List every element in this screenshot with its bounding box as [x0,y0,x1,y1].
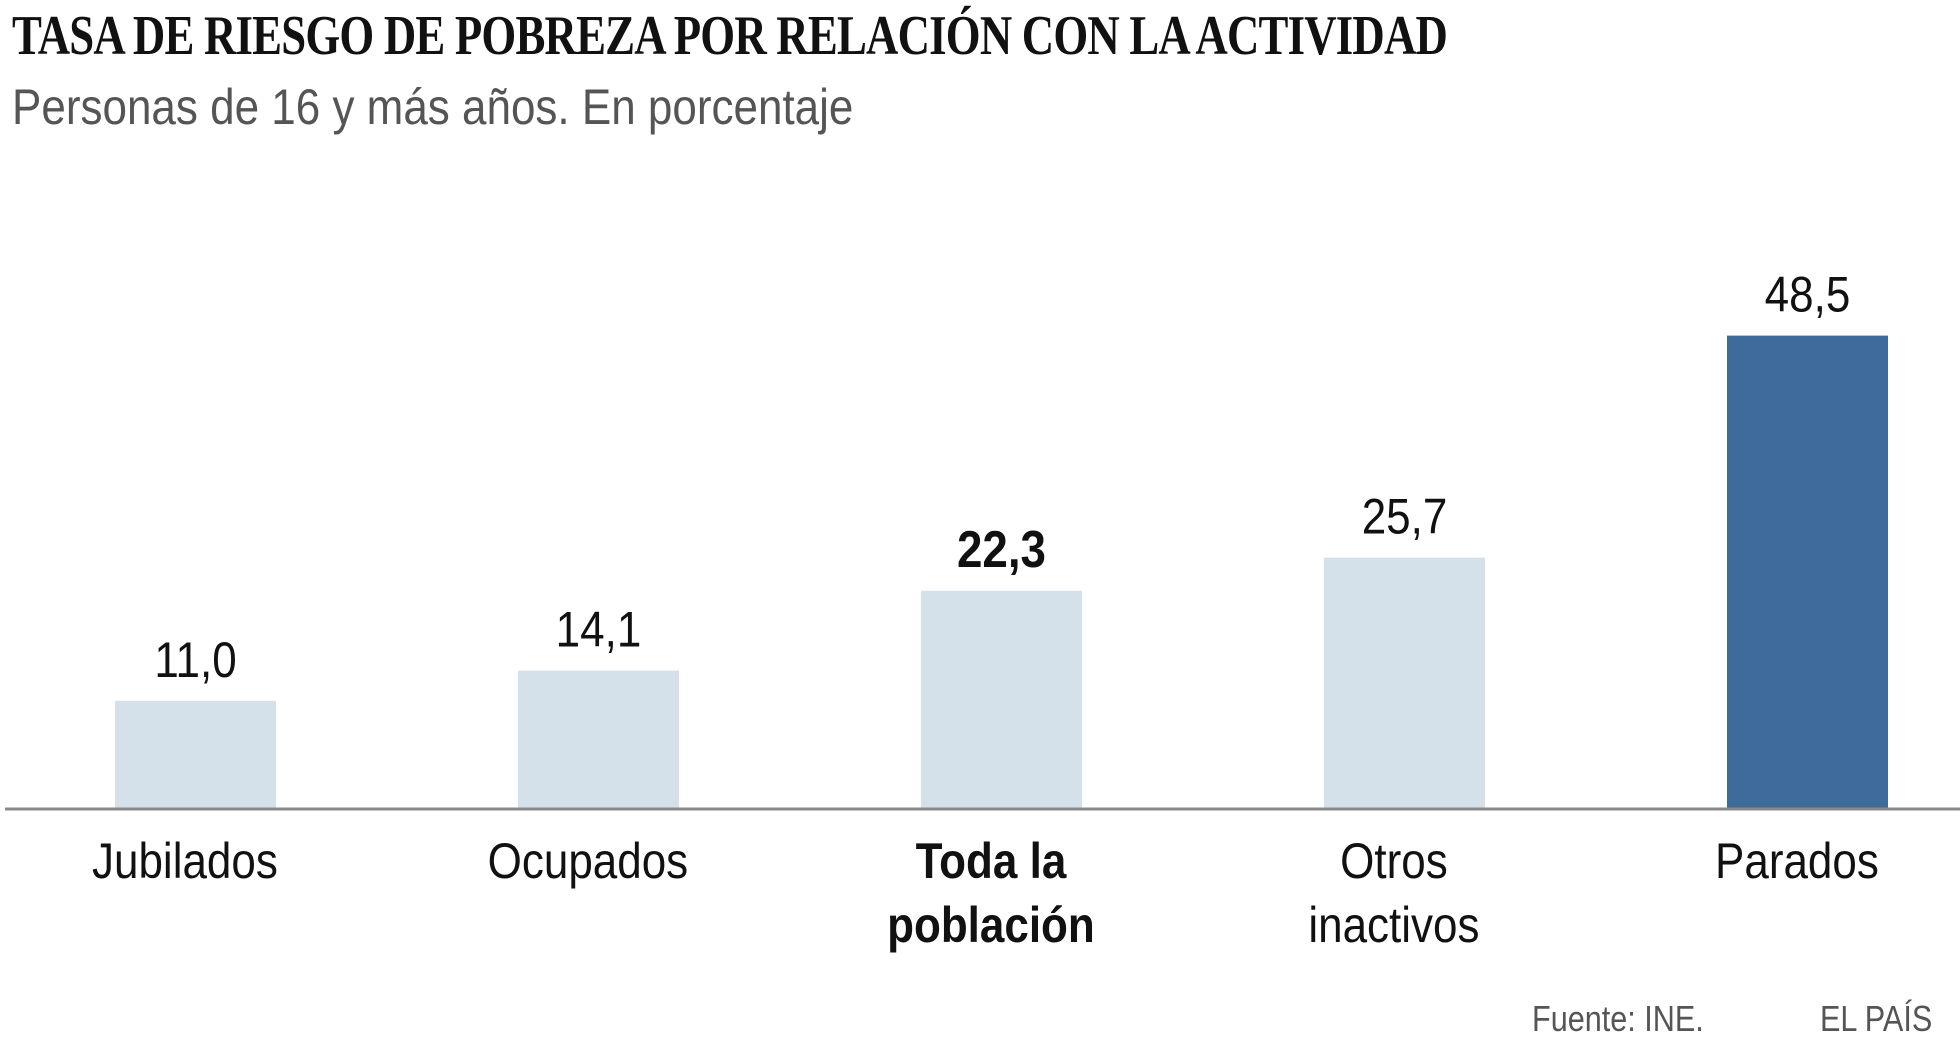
bar [115,700,276,808]
category-label: Toda la [916,832,1067,888]
value-label: 14,1 [556,601,642,657]
bar [1324,557,1485,808]
chart-subtitle: Personas de 16 y más años. En porcentaje [12,79,854,135]
value-label: 11,0 [154,631,236,687]
chart-title: TASA DE RIESGO DE POBREZA POR RELACIÓN C… [12,5,1448,67]
category-label: Parados [1715,832,1879,888]
value-label: 22,3 [957,521,1046,578]
category-label: inactivos [1308,896,1479,952]
value-label: 48,5 [1765,266,1851,322]
category-label: Jubilados [92,832,278,888]
category-label: Ocupados [488,832,689,888]
bar [1727,335,1888,808]
category-label: Otros [1340,832,1448,888]
bar [921,590,1082,808]
bar [518,670,679,808]
value-label: 25,7 [1362,488,1448,544]
source-note: Fuente: INE. [1532,998,1704,1039]
category-label: población [887,896,1095,952]
brand-label: EL PAÍS [1820,998,1933,1039]
